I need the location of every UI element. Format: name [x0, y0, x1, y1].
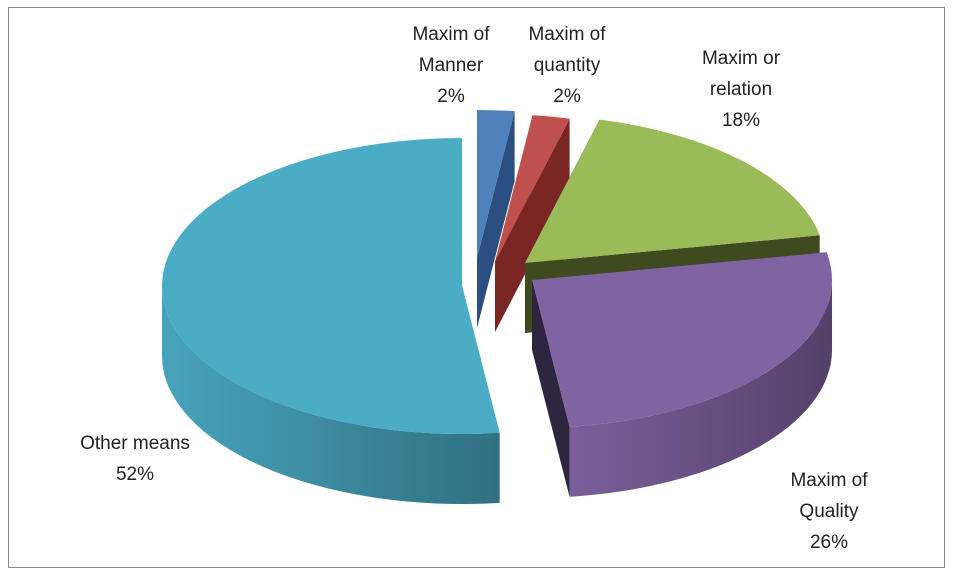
- slice-maxim-of-manner: [477, 110, 515, 258]
- pie-labels: Maxim of Manner 2%Maxim of quantity 2%Maxim …: [80, 24, 868, 553]
- data-label-line: 2%: [553, 86, 581, 107]
- data-label-2: Maxim of quantity 2%: [528, 24, 606, 107]
- data-label-line: 26%: [810, 532, 848, 553]
- pie-tops: [162, 110, 832, 434]
- data-label-line: 18%: [722, 110, 760, 131]
- data-label-line: 2%: [437, 86, 465, 107]
- slice-wall: [532, 280, 570, 497]
- slice-maxim-of-quantity: [495, 115, 570, 262]
- data-label-line: Quality: [799, 501, 859, 522]
- pie-chart: Maxim of Manner 2%Maxim of quantity 2%Maxim …: [80, 24, 868, 553]
- slice-side-1: [477, 111, 515, 328]
- slice-other-means: [162, 138, 500, 434]
- slice-wall: [477, 111, 515, 328]
- data-label-line: Maxim of: [412, 24, 490, 45]
- slice-wall: [495, 118, 570, 332]
- data-label-line: 52%: [116, 464, 154, 485]
- data-label-4: Maxim of Quality 26%: [790, 470, 868, 553]
- data-label-5: Other means 52%: [80, 433, 190, 485]
- data-label-line: Maxim of: [790, 470, 868, 491]
- slice-rim-shade: [162, 286, 500, 504]
- data-label-line: Manner: [419, 55, 484, 76]
- data-label-3: Maxim or relation 18%: [702, 48, 781, 131]
- data-label-line: Maxim of: [528, 24, 606, 45]
- slice-rim-shade: [569, 280, 832, 497]
- slice-maxim-of-quality: [532, 252, 832, 427]
- data-label-line: quantity: [534, 55, 601, 76]
- data-label-line: Maxim or: [702, 48, 781, 69]
- slice-maxim-or-relation: [525, 119, 820, 263]
- data-label-1: Maxim of Manner 2%: [412, 24, 490, 107]
- data-label-line: relation: [710, 79, 772, 100]
- data-label-line: Other means: [80, 433, 190, 454]
- chart-frame: Maxim of Manner 2% Maxim of quantity 2% Maxim …: [8, 7, 945, 568]
